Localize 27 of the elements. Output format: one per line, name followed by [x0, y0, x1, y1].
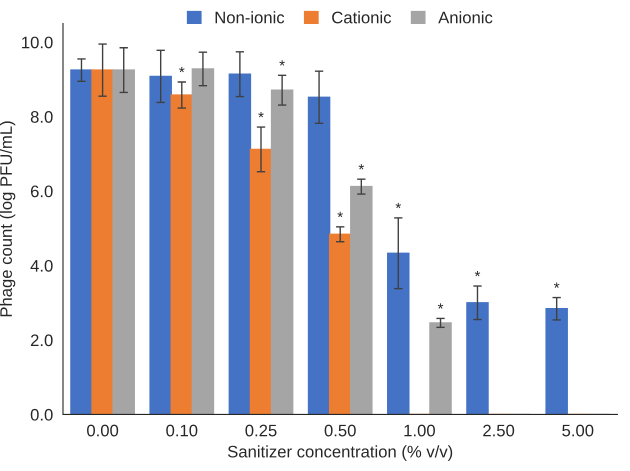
- data-label: *: [258, 112, 264, 118]
- x-tick-label: 0.00: [87, 424, 118, 436]
- y-tick-label: 10.0: [22, 36, 53, 48]
- y-tick-label: 2.0: [30, 334, 53, 346]
- y-axis-title: Phage count (log PFU/mL): [0, 121, 16, 316]
- x-tick-label: 0.25: [245, 424, 277, 436]
- legend-label: Non-ionic: [216, 11, 284, 24]
- x-tick-label: 0.10: [166, 424, 198, 436]
- y-tick-label: 8.0: [30, 111, 53, 123]
- x-tick-label: 5.00: [562, 424, 594, 436]
- data-label: *: [474, 270, 480, 276]
- x-axis-title: Sanitizer concentration (% v/v): [228, 445, 452, 461]
- legend-label: Cationic: [332, 11, 392, 24]
- data-label: *: [396, 202, 402, 208]
- y-tick-label: 6.0: [30, 185, 53, 198]
- y-tick-label: 4.0: [30, 260, 53, 272]
- data-label: *: [337, 212, 343, 218]
- x-tick-label: 0.50: [324, 424, 356, 436]
- data-label: *: [554, 282, 560, 288]
- x-tick-label: 1.00: [404, 424, 435, 436]
- data-label: *: [358, 164, 364, 170]
- legend-label: Anionic: [438, 11, 492, 24]
- data-label: *: [279, 60, 285, 66]
- data-label: *: [438, 303, 444, 309]
- data-label: *: [179, 66, 185, 72]
- y-tick-label: 0.0: [30, 408, 53, 421]
- x-tick-label: 2.50: [483, 424, 514, 436]
